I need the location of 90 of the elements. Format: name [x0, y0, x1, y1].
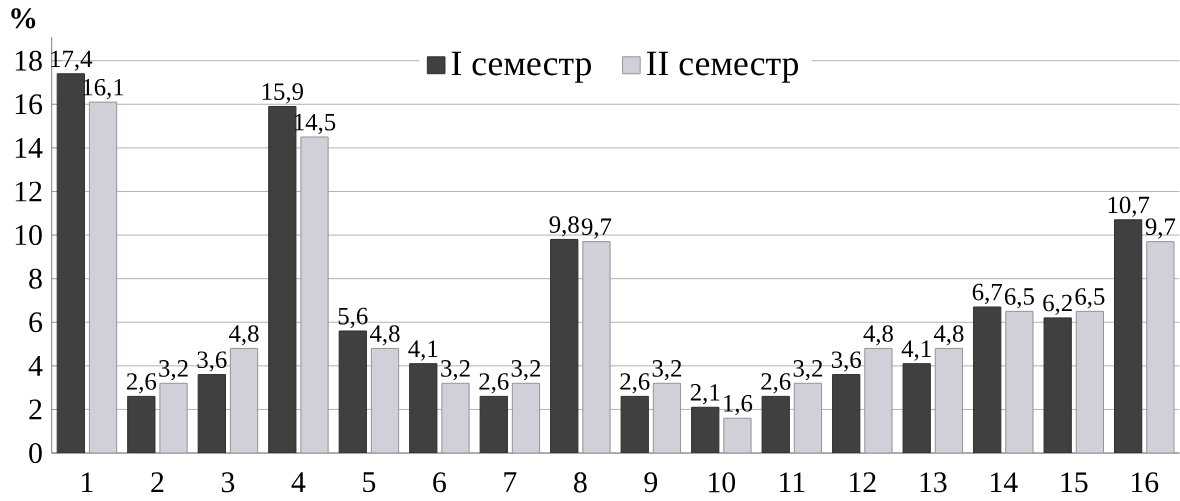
- bar: [409, 363, 438, 454]
- data-label: 9,8: [549, 216, 579, 237]
- bar: [582, 241, 611, 454]
- data-label: 2,6: [479, 373, 509, 394]
- bar: [479, 396, 508, 454]
- bar: [793, 382, 823, 454]
- data-label: 4,8: [933, 325, 964, 346]
- data-label: 2,1: [690, 384, 720, 405]
- data-label: 2,6: [761, 373, 791, 394]
- bar: [832, 374, 861, 454]
- data-label: 6,5: [1004, 288, 1034, 309]
- data-label: 3,2: [652, 360, 682, 381]
- bar: [197, 374, 226, 454]
- bar: [268, 106, 297, 454]
- bar: [300, 136, 329, 454]
- y-tick-label: 6: [29, 312, 43, 333]
- y-tick-label: 18: [15, 50, 42, 71]
- data-label: 17,4: [51, 50, 93, 71]
- data-label: 4,1: [901, 340, 931, 361]
- data-label: 5,6: [338, 307, 368, 329]
- data-label: 9,7: [1145, 218, 1176, 239]
- y-tick-label: 12: [15, 181, 42, 202]
- legend-label: I семестр: [451, 51, 591, 83]
- bar: [338, 330, 367, 454]
- y-tick-label: 0: [29, 443, 42, 464]
- data-label: 6,5: [1075, 288, 1105, 309]
- data-label: 3,2: [793, 360, 823, 381]
- x-tick-label: 2: [151, 472, 164, 493]
- data-label: 2,6: [126, 373, 157, 394]
- data-label: 15,9: [262, 83, 303, 104]
- x-tick-label: 5: [363, 472, 376, 493]
- x-tick-label: 6: [433, 472, 446, 493]
- bar: [550, 239, 579, 454]
- data-label: 10,7: [1108, 196, 1150, 217]
- data-label: 3,2: [441, 360, 470, 381]
- bar: [902, 363, 931, 454]
- bar: [973, 306, 1002, 454]
- y-tick-label: 2: [29, 399, 42, 420]
- data-label: 3,2: [159, 360, 188, 381]
- data-label: 4,8: [369, 325, 400, 346]
- bar: [56, 73, 85, 454]
- x-tick-label: 4: [291, 472, 306, 493]
- y-tick-label: 14: [15, 138, 43, 158]
- y-tick-label: 10: [15, 225, 42, 246]
- bar: [934, 348, 964, 454]
- y-tick-label: 8: [29, 268, 42, 289]
- data-label: 4,8: [863, 325, 893, 346]
- bar: [370, 348, 400, 454]
- bar: [1146, 241, 1175, 454]
- data-label: 3,6: [831, 351, 861, 372]
- bar: [1114, 219, 1143, 454]
- bar: [723, 417, 752, 454]
- x-tick-label: 9: [644, 472, 658, 493]
- x-tick-label: 11: [780, 472, 805, 493]
- x-tick-label: 15: [1061, 472, 1088, 493]
- data-label: 1,6: [724, 395, 753, 416]
- data-label: 9,7: [581, 218, 612, 239]
- x-tick-label: 1: [82, 472, 93, 493]
- x-tick-label: 3: [221, 472, 235, 493]
- data-label: 3,6: [197, 351, 227, 372]
- bar: [620, 396, 649, 454]
- legend-label: II семестр: [646, 51, 799, 83]
- data-label: 6,2: [1043, 294, 1072, 316]
- data-label: 6,7: [972, 283, 1002, 305]
- bar: [1043, 317, 1072, 454]
- bar: [1005, 311, 1034, 454]
- bar: [652, 382, 682, 454]
- bar: [511, 382, 541, 454]
- bar: [864, 348, 893, 454]
- data-label: 4,1: [408, 340, 438, 361]
- x-tick-label: 16: [1132, 472, 1159, 493]
- bar: [159, 382, 188, 454]
- data-label: 4,8: [229, 325, 259, 346]
- x-tick-label: 8: [574, 472, 587, 493]
- bar: [88, 101, 118, 454]
- y-tick-label: 16: [15, 94, 43, 115]
- bar: [1075, 311, 1105, 454]
- x-tick-label: 10: [709, 472, 736, 493]
- y-tick-label: 4: [28, 356, 43, 376]
- bar: [691, 406, 720, 454]
- x-tick-label: 13: [920, 472, 947, 493]
- bar: [229, 348, 259, 454]
- data-label: 2,6: [620, 373, 650, 394]
- data-label: 3,2: [511, 360, 541, 381]
- bar: [127, 396, 156, 454]
- x-tick-label: 12: [850, 472, 876, 493]
- x-tick-label: 14: [991, 472, 1018, 493]
- y-axis-title: %: [11, 8, 36, 29]
- x-tick-label: 7: [504, 472, 517, 492]
- bar: [761, 396, 790, 454]
